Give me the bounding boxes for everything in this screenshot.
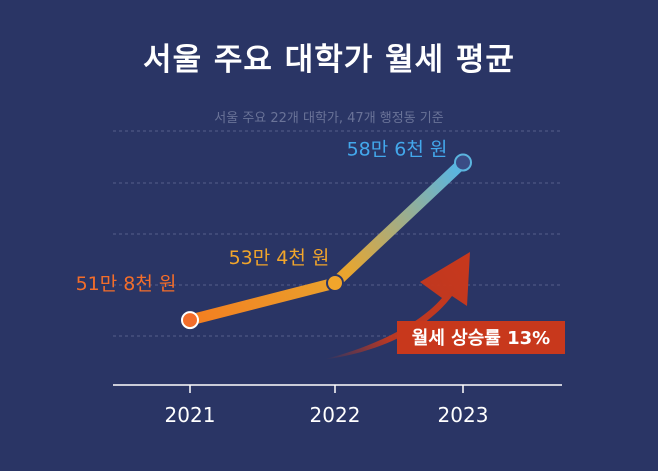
growth-rate-label: 월세 상승률 13% — [412, 328, 550, 349]
data-label-2022: 53만 4천 원 — [229, 247, 330, 269]
rent-line — [184, 156, 469, 326]
data-labels: 51만 8천 원 53만 4천 원 58만 6천 원 — [76, 138, 448, 295]
growth-annotation: 월세 상승률 13% — [322, 252, 565, 360]
data-point-2023 — [454, 153, 472, 172]
x-tick-label-2022: 2022 — [310, 403, 361, 427]
data-label-2021: 51만 8천 원 — [76, 273, 177, 295]
chart-subtitle: 서울 주요 22개 대학가, 47개 행정동 기준 — [214, 111, 444, 126]
growth-rate-box — [397, 321, 565, 354]
x-tick-label-2021: 2021 — [165, 403, 216, 427]
data-point-2022 — [326, 274, 344, 292]
growth-arrow — [322, 252, 470, 360]
chart-title: 서울 주요 대학가 월세 평균 — [143, 42, 515, 78]
x-tick-label-2023: 2023 — [438, 403, 489, 427]
grid-lines — [113, 130, 562, 337]
data-label-2023: 58만 6천 원 — [347, 138, 448, 160]
x-axis: 2021 2022 2023 — [113, 384, 562, 427]
series-line — [181, 153, 472, 330]
data-point-2021 — [181, 311, 199, 330]
